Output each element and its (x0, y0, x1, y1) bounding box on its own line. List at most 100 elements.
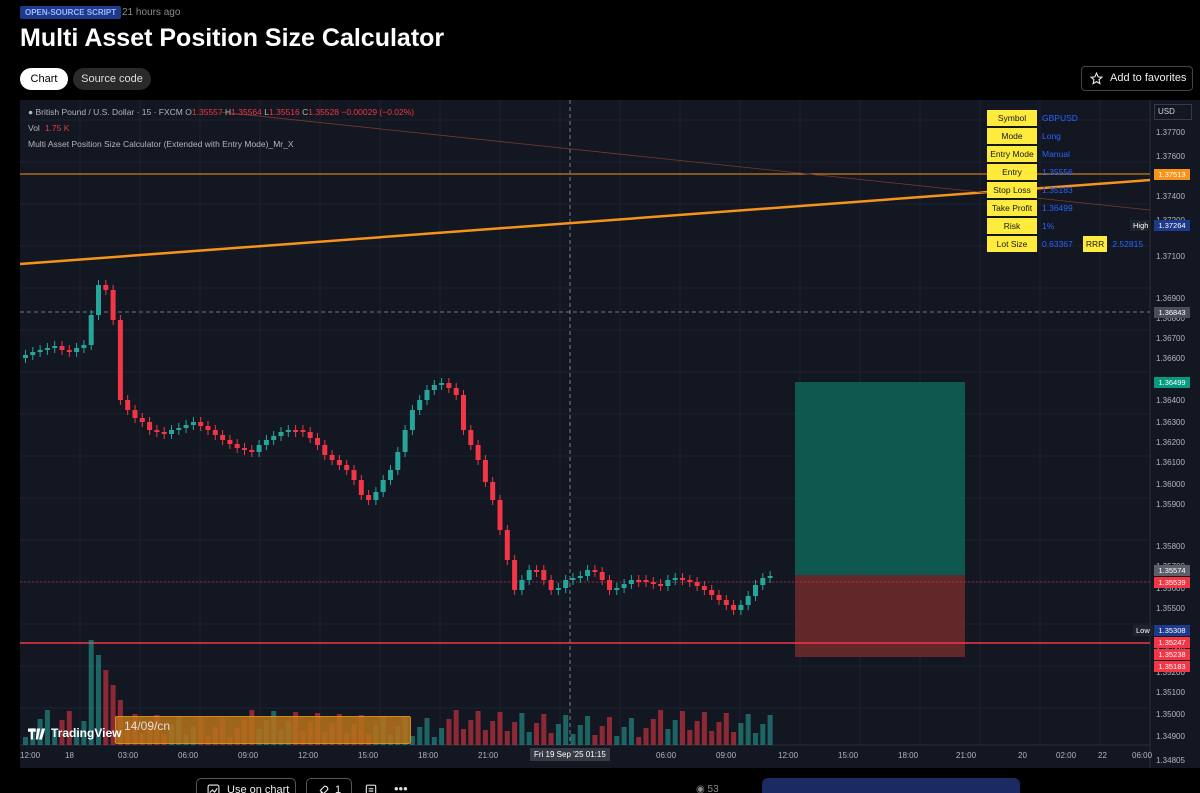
currency-selector[interactable]: USD (1154, 104, 1192, 120)
volume-bar (482, 730, 488, 745)
promo-button[interactable] (762, 778, 1020, 793)
price-tag-sl-a: 1.35247 (1154, 637, 1190, 648)
candle-body (66, 350, 72, 352)
time-axis-tick: 06:00 (1132, 751, 1153, 760)
volume-bar (497, 712, 503, 745)
volume-bar (504, 731, 510, 745)
info-key: Symbol (987, 110, 1037, 126)
volume-bar (643, 728, 649, 745)
candle-body (263, 440, 269, 445)
candle-body (234, 444, 240, 448)
tab-source-code[interactable]: Source code (73, 68, 151, 90)
indicator-legend: Multi Asset Position Size Calculator (Ex… (28, 139, 294, 149)
time-axis-tick: 02:00 (1056, 751, 1077, 760)
candle-body (96, 285, 101, 315)
price-axis-tick: 1.34805 (1156, 756, 1185, 765)
views-count: ◉ 53 (696, 784, 719, 793)
price-chart[interactable] (20, 100, 1200, 768)
candle-body (249, 450, 255, 452)
volume-bar (461, 729, 466, 745)
posted-time: 21 hours ago (122, 7, 181, 18)
volume-bar (570, 734, 576, 745)
candle-body (329, 455, 335, 460)
eye-icon: ◉ (696, 784, 705, 793)
candle-body (395, 452, 401, 470)
tab-chart[interactable]: Chart (20, 68, 68, 90)
rocket-icon (319, 785, 329, 793)
volume-bar (753, 733, 758, 745)
candle-body (541, 570, 547, 580)
chart-area[interactable]: ● British Pound / U.S. Dollar · 15 · FXC… (20, 100, 1200, 768)
info-key: Stop Loss (987, 182, 1037, 198)
volume-bar (490, 721, 496, 745)
info-extra-value: 2.52815 (1112, 239, 1144, 249)
candle-body (220, 435, 226, 440)
candle-body (672, 578, 678, 580)
time-axis-tick: 03:00 (118, 751, 139, 760)
candle-body (687, 580, 693, 582)
candle-body (614, 588, 620, 590)
candle-body (453, 388, 459, 395)
volume-bar (81, 721, 87, 745)
candle-body (709, 590, 715, 595)
volume-bar (519, 713, 525, 745)
info-key: Lot Size (987, 236, 1037, 252)
time-axis-tick: 12:00 (20, 751, 41, 760)
volume-bar (607, 717, 612, 745)
info-value: Manual (1042, 149, 1070, 159)
more-options-icon[interactable]: ••• (394, 781, 408, 793)
time-axis-tick: 20 (1018, 751, 1027, 760)
candle-body (44, 348, 50, 350)
candle-body (23, 355, 28, 358)
candle-body (461, 395, 466, 430)
candle-body (154, 430, 160, 432)
star-icon (1090, 72, 1103, 85)
info-row: Mode Long (987, 128, 1147, 144)
volume-bar (592, 735, 598, 745)
candle-body (402, 430, 408, 452)
time-axis-tick: 22 (1098, 751, 1107, 760)
volume-bar (475, 711, 481, 745)
candle-body (176, 428, 182, 430)
volume-legend: Vol 1.75 K (28, 123, 69, 133)
ohlc-close: 1.35528 (308, 107, 339, 117)
candle-body (548, 580, 554, 590)
symbol-legend: ● British Pound / U.S. Dollar · 15 · FXC… (28, 107, 414, 117)
price-axis-tick: 1.37100 (1156, 252, 1185, 261)
candle-body (373, 492, 379, 500)
info-value: 1.35556 (1042, 167, 1073, 177)
info-row: Risk 1% (987, 218, 1147, 234)
volume-bar (66, 711, 72, 745)
candle-body (110, 290, 116, 320)
volume-bar (621, 727, 627, 745)
notes-icon[interactable] (364, 784, 378, 793)
candle-body (431, 385, 437, 390)
time-axis-tick: 21:00 (956, 751, 977, 760)
candle-body (132, 410, 138, 418)
ohlc-close-label: C (302, 107, 309, 117)
use-on-chart-button[interactable]: Use on chart (196, 778, 296, 793)
add-to-favorites-button[interactable]: Add to favorites (1081, 66, 1193, 91)
price-axis-tick: 1.36800 (1156, 314, 1185, 323)
info-value: 0.63367 (1042, 239, 1073, 249)
volume-bar (468, 720, 474, 745)
volume-bar (74, 730, 80, 745)
info-value: Long (1042, 131, 1061, 141)
candle-body (643, 580, 649, 582)
candle-body (388, 470, 393, 480)
info-key: Entry (987, 164, 1037, 180)
volume-bar (548, 733, 554, 745)
time-axis-tick: 12:00 (298, 751, 319, 760)
volume-bar (577, 725, 583, 745)
price-axis-tick: 1.35900 (1156, 500, 1185, 509)
page-title: Multi Asset Position Size Calculator (20, 24, 445, 52)
trendline (20, 178, 1151, 266)
candle-body (731, 605, 737, 610)
candle-body (366, 495, 372, 500)
volume-bar (585, 716, 591, 745)
boost-button[interactable]: 1 (306, 778, 352, 793)
candle-body (753, 585, 758, 596)
volume-label: Vol (28, 123, 40, 133)
candle-body (680, 578, 685, 580)
chart-line-icon (207, 784, 220, 793)
